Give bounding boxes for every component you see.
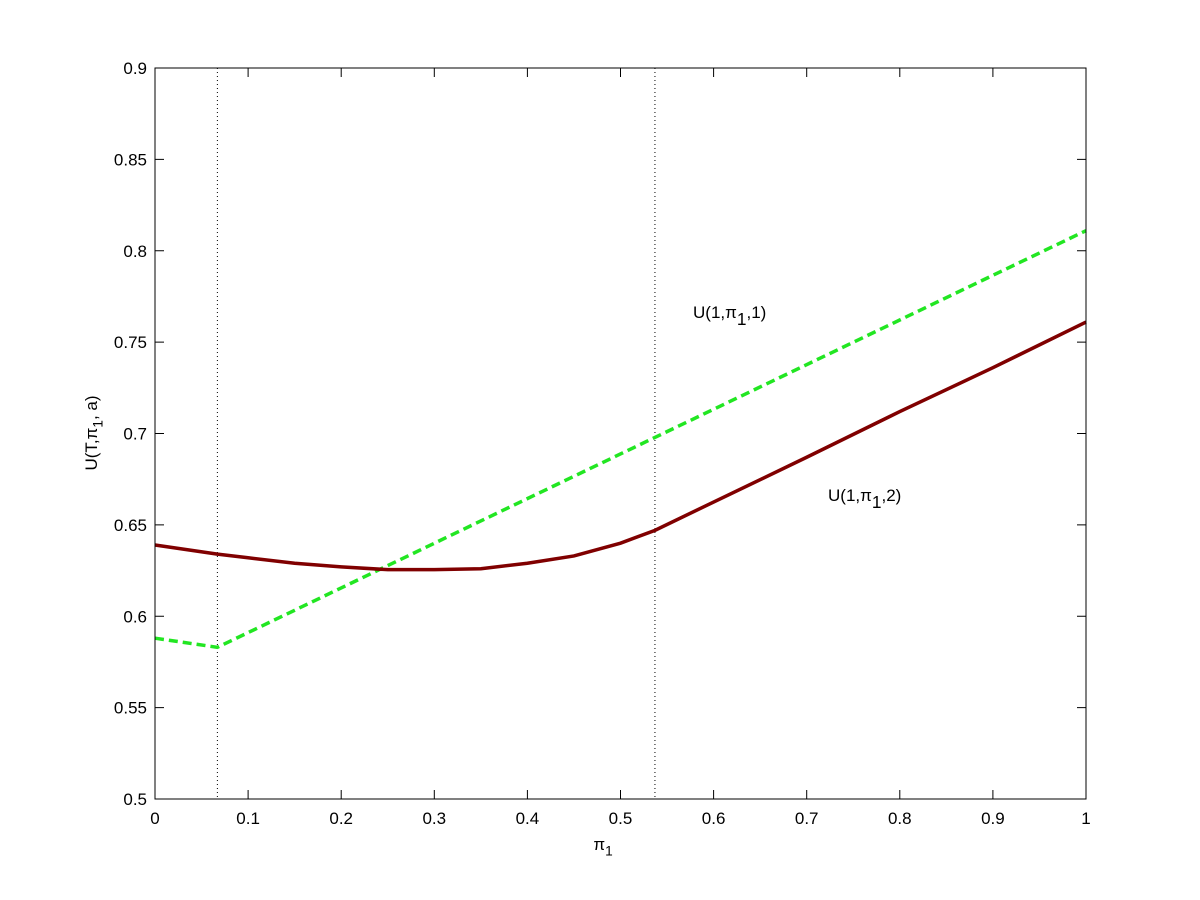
y-tick-label: 0.5	[123, 790, 147, 809]
x-tick-label: 0.2	[329, 809, 353, 828]
y-tick-label: 0.75	[114, 333, 147, 352]
x-tick-label: 0.3	[422, 809, 446, 828]
x-tick-label: 0.5	[609, 809, 633, 828]
text-segment: 1	[605, 844, 613, 859]
series-line	[154, 229, 1087, 650]
text-segment: π	[593, 835, 605, 854]
x-tick-label: 1	[1081, 809, 1090, 828]
text-segment: ,2)	[881, 486, 901, 505]
y-axis-label: U(T,π1, a)	[82, 395, 106, 470]
y-tick-label: 0.85	[114, 150, 147, 169]
x-tick-label: 0.1	[236, 809, 260, 828]
y-tick-label: 0.9	[123, 59, 147, 78]
x-tick-label: 0.4	[516, 809, 540, 828]
y-tick-label: 0.6	[123, 607, 147, 626]
text-segment: 1	[737, 309, 747, 329]
text-segment: , a)	[82, 395, 101, 420]
x-tick-label: 0.8	[888, 809, 912, 828]
y-tick-label: 0.8	[123, 242, 147, 261]
text-segment: U(1,π	[693, 303, 737, 322]
y-tick-label: 0.55	[114, 699, 147, 718]
text-segment: U(1,π	[828, 486, 872, 505]
y-tick-label: 0.65	[114, 516, 147, 535]
text-segment: ,1)	[746, 303, 766, 322]
x-tick-label: 0.7	[795, 809, 819, 828]
x-tick-label: 0.6	[702, 809, 726, 828]
x-tick-label: 0	[150, 809, 159, 828]
text-segment: 1	[91, 420, 106, 428]
series-line	[154, 320, 1087, 572]
text-segment: U(T,π	[82, 428, 101, 471]
annotation: U(1,π1,1)	[693, 303, 766, 329]
annotation: U(1,π1,2)	[828, 486, 901, 512]
text-segment: 1	[872, 492, 882, 512]
x-tick-label: 0.9	[981, 809, 1005, 828]
x-axis-label: π1	[593, 835, 612, 859]
y-tick-label: 0.7	[123, 425, 147, 444]
